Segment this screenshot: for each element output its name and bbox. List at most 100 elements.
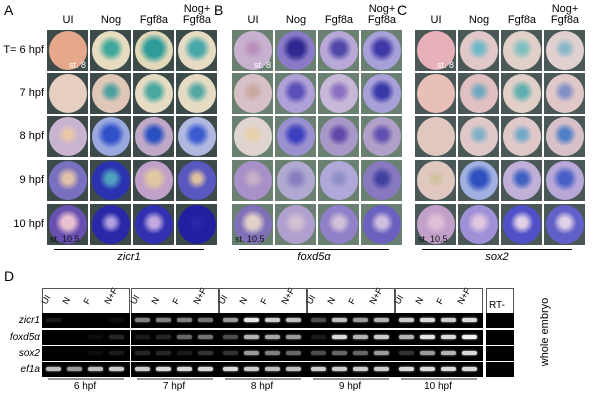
embryo (92, 31, 130, 70)
timepoint-underline (313, 378, 389, 380)
embryo (363, 205, 401, 244)
gel-strip (131, 313, 219, 328)
embryo (503, 161, 541, 200)
gel-band (311, 318, 326, 322)
embryo-image (232, 73, 273, 114)
gel-band (374, 318, 389, 322)
embryo-image (232, 160, 273, 201)
embryo-image (544, 116, 585, 157)
gel-band (353, 351, 368, 355)
gel-strip (131, 330, 219, 345)
timepoint-underline (225, 378, 301, 380)
gel-band (46, 351, 61, 355)
rt-strip (486, 362, 514, 377)
gel-band (156, 318, 171, 322)
column-header: Nog+ Fgf8a (367, 3, 397, 26)
gel-band (46, 318, 61, 322)
gel-band (399, 318, 414, 322)
gel-band (441, 351, 456, 355)
gel-band (286, 335, 301, 339)
embryo-image (275, 30, 316, 71)
rt-strip (486, 330, 514, 345)
gel-header-box (131, 288, 219, 314)
gel-band (135, 351, 150, 355)
embryo (460, 161, 498, 200)
embryo-image (232, 116, 273, 157)
embryo (277, 31, 315, 70)
embryo-image (501, 160, 542, 201)
embryo (460, 31, 498, 70)
embryo-image (133, 204, 174, 245)
gel-band (265, 351, 280, 355)
gel-band (46, 335, 61, 339)
embryo-image (458, 160, 499, 201)
gel-band (462, 351, 477, 355)
gene-label: foxd5α (297, 251, 331, 263)
embryo-image (176, 116, 217, 157)
gel-band (88, 318, 103, 322)
embryo (135, 161, 173, 200)
gel-strip (131, 346, 219, 361)
rt-strip (486, 346, 514, 361)
gel-strip (42, 313, 130, 328)
gel-band (420, 351, 435, 355)
gel-band (399, 351, 414, 355)
gel-band (109, 367, 124, 371)
gel-band (244, 318, 259, 322)
row-label: 9 hpf (19, 174, 44, 186)
gel-band (223, 351, 238, 355)
gel-header-box (219, 288, 307, 314)
embryo (49, 74, 87, 113)
stage-label: st. 8 (436, 60, 454, 70)
embryo-image (501, 30, 542, 71)
embryo-image (501, 73, 542, 114)
column-header: Nog (100, 14, 122, 26)
embryo-image (90, 160, 131, 201)
embryo-image (176, 30, 217, 71)
gel-strip (42, 362, 130, 377)
column-header: UI (430, 14, 442, 26)
panel-label: C (397, 2, 408, 18)
gene-label: sox2 (485, 251, 509, 263)
gel-band (135, 335, 150, 339)
embryo (503, 31, 541, 70)
embryo (546, 161, 584, 200)
gel-strip (307, 362, 395, 377)
embryo (92, 74, 130, 113)
embryo-image (275, 73, 316, 114)
embryo (460, 117, 498, 156)
gel-strip (219, 330, 307, 345)
gel-band (374, 335, 389, 339)
embryo (234, 31, 272, 70)
embryo-image: st. 10.5 (47, 204, 88, 245)
gel-band (265, 318, 280, 322)
gel-band (311, 335, 326, 339)
embryo-image (361, 204, 402, 245)
gel-band (332, 318, 347, 322)
embryo-image (544, 204, 585, 245)
gel-band (311, 367, 326, 371)
embryo-image (133, 73, 174, 114)
timepoint-underline (401, 378, 477, 380)
gel-band (441, 335, 456, 339)
embryo (320, 74, 358, 113)
gel-strip (42, 330, 130, 345)
embryo-image (458, 204, 499, 245)
gel-strip (395, 362, 483, 377)
embryo (417, 74, 455, 113)
embryo (460, 205, 498, 244)
embryo (178, 117, 216, 156)
embryo-image (90, 73, 131, 114)
gel-band (177, 351, 192, 355)
timepoint-underline (48, 378, 124, 380)
embryo (277, 117, 315, 156)
gel-band (88, 367, 103, 371)
gel-band (177, 318, 192, 322)
embryo-image (544, 160, 585, 201)
embryo (178, 31, 216, 70)
embryo (546, 31, 584, 70)
embryo (363, 161, 401, 200)
embryo (92, 161, 130, 200)
gel-band (177, 335, 192, 339)
